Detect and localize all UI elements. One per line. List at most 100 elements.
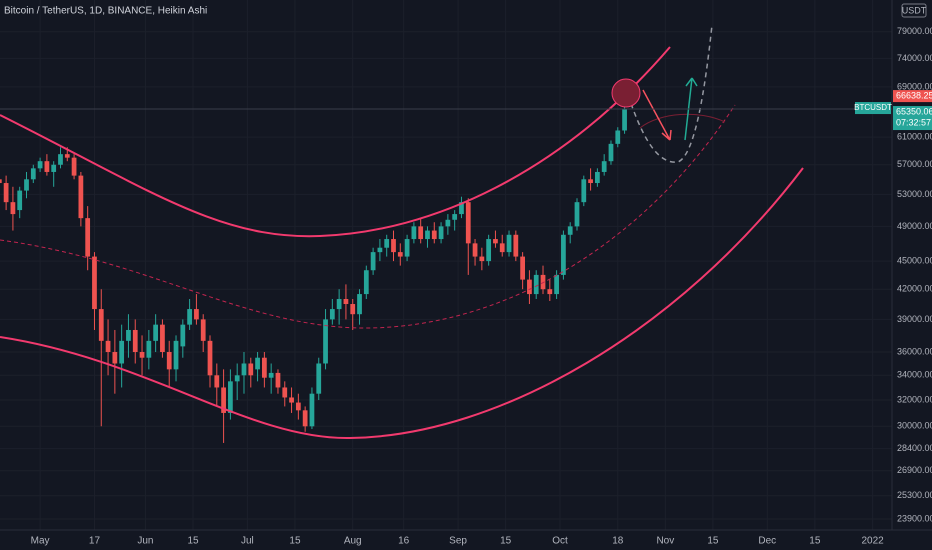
candle-body: [316, 363, 322, 394]
candle-body: [119, 340, 125, 364]
y-tick-label: 39000.00: [897, 314, 932, 324]
forecast-arc: [639, 113, 726, 129]
candle-body: [547, 289, 553, 295]
last-price-box: [893, 106, 932, 131]
candle-body: [527, 279, 532, 295]
candle-body: [126, 329, 131, 341]
candle-body: [431, 230, 437, 240]
candle-body: [160, 324, 165, 353]
candle-body: [404, 239, 410, 257]
candle-body: [411, 226, 417, 240]
y-tick-label: 53000.00: [897, 189, 932, 199]
x-tick-label: 15: [500, 536, 512, 547]
candle-body: [499, 243, 505, 253]
x-tick-label: 15: [289, 536, 301, 547]
candle-body: [350, 304, 356, 315]
candle-body: [615, 130, 621, 144]
countdown: 07:32:57: [896, 117, 931, 127]
candle-body: [493, 239, 498, 244]
x-tick-label: Jun: [137, 536, 153, 547]
candle-body: [92, 256, 97, 310]
candle-body: [445, 219, 451, 227]
x-tick-label: May: [31, 536, 50, 547]
candle-body: [71, 157, 77, 176]
currency[interactable]: USDT: [902, 5, 927, 15]
candle-body: [363, 270, 369, 295]
candle-body: [472, 243, 478, 257]
x-tick-label: 2022: [862, 536, 885, 547]
y-tick-label: 79000.00: [897, 26, 932, 36]
candle-body: [302, 410, 308, 427]
highlight-circle: [611, 78, 641, 108]
y-tick-label: 34000.00: [897, 370, 932, 380]
y-tick-label: 36000.00: [897, 346, 932, 356]
candle-body: [384, 239, 390, 248]
candle-body: [261, 357, 267, 378]
x-tick-label: 15: [809, 536, 821, 547]
chart-title: Bitcoin / TetherUS, 1D, BINANCE, Heikin …: [4, 6, 207, 17]
candle-body: [0, 179, 2, 184]
candle-body: [248, 363, 254, 376]
y-tick-label: 23900.00: [897, 513, 932, 523]
candle-body: [51, 164, 57, 172]
candle-body: [207, 340, 213, 376]
y-tick-label: 42000.00: [897, 284, 932, 294]
y-tick-label: 57000.00: [897, 159, 932, 169]
high-price: 66638.25: [896, 90, 932, 100]
candle-body: [200, 319, 206, 341]
candle-body: [533, 274, 539, 295]
candle-body: [601, 161, 607, 172]
candle-body: [567, 226, 573, 235]
candle-body: [520, 256, 526, 280]
y-tick-label: 45000.00: [897, 255, 932, 265]
candle-body: [438, 226, 444, 240]
candle-body: [221, 387, 226, 413]
candle-body: [132, 329, 138, 353]
currency-box[interactable]: [901, 3, 927, 18]
candle-body: [282, 387, 288, 398]
axes: 79000.00 74000.00 69000.00 61000.00 57000.00…: [31, 26, 932, 547]
candle-body: [275, 372, 281, 388]
candle-body: [581, 179, 587, 203]
x-tick-label: Sep: [449, 536, 467, 547]
candle-body: [180, 324, 186, 347]
candle-body: [329, 309, 335, 320]
candle-body: [17, 190, 23, 211]
candles: [0, 101, 627, 443]
candle-body: [425, 230, 430, 240]
candle-body: [234, 375, 240, 382]
x-tick-label: Aug: [344, 536, 362, 547]
y-tick-label: 61000.00: [897, 131, 932, 141]
candle-body: [58, 154, 63, 165]
candle-body: [513, 234, 519, 257]
candle-body: [397, 252, 403, 257]
x-tick-label: Oct: [552, 536, 568, 547]
candle-body: [166, 352, 172, 370]
candle-body: [465, 202, 471, 244]
candle-body: [30, 168, 36, 180]
candle-body: [418, 226, 424, 240]
candle-body: [309, 393, 315, 427]
candle-body: [241, 363, 247, 376]
candle-body: [194, 309, 199, 320]
candle-body: [139, 352, 145, 358]
candle-body: [588, 179, 593, 184]
candle-body: [486, 239, 492, 262]
candle-body: [24, 179, 29, 191]
candle-body: [85, 218, 91, 257]
x-tick-label: 15: [707, 536, 719, 547]
candle-body: [622, 109, 627, 131]
candle-body: [98, 309, 104, 341]
x-tick-label: 15: [187, 536, 199, 547]
candle-body: [357, 294, 362, 315]
x-tick-label: 17: [89, 536, 101, 547]
candle-body: [3, 183, 9, 203]
candle-body: [540, 274, 546, 290]
candle-body: [295, 402, 301, 411]
x-tick-label: 16: [398, 536, 410, 547]
candle-body: [64, 154, 70, 158]
x-tick-label: Jul: [241, 536, 254, 547]
y-tick-label: 25300.00: [897, 490, 932, 500]
